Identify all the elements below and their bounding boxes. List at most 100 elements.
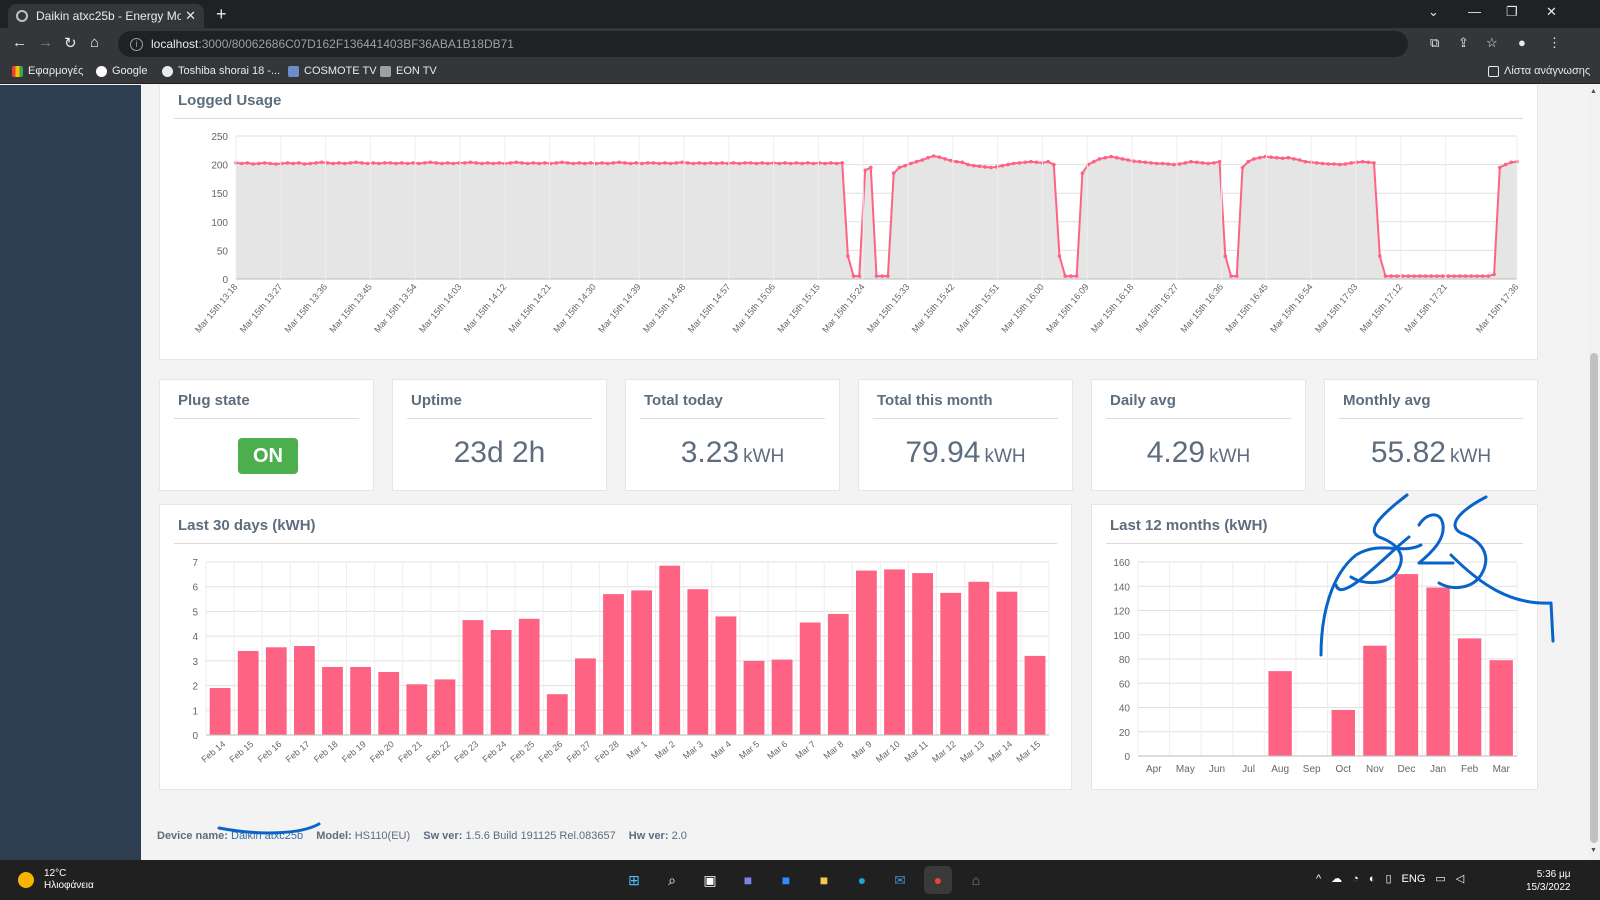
forward-icon[interactable]: →	[38, 34, 53, 51]
data-point	[628, 161, 633, 166]
x-tick-label: Mar 13	[958, 739, 986, 765]
total-today-value: 3.23 kWH	[626, 436, 839, 470]
x-tick-label: Feb 14	[199, 739, 227, 765]
scroll-down-icon[interactable]: ▼	[1590, 847, 1597, 854]
data-point	[754, 161, 759, 166]
share-icon[interactable]: ⇪	[1458, 35, 1469, 50]
bar	[799, 622, 821, 735]
reload-icon[interactable]: ↻	[64, 35, 77, 52]
translate-icon[interactable]: ⧉	[1430, 35, 1440, 50]
data-point	[1366, 160, 1371, 165]
data-point	[926, 155, 930, 160]
tab-search-icon[interactable]: ⌄	[1428, 4, 1439, 19]
scroll-up-icon[interactable]: ▲	[1590, 88, 1597, 95]
home-icon[interactable]: ⌂	[90, 34, 100, 51]
device-name: Daikin atxc25b	[231, 830, 304, 842]
site-info-icon[interactable]: i	[130, 37, 143, 51]
wifi-icon[interactable]: ◔	[1352, 872, 1359, 885]
bookmark-apps[interactable]: Εφαρμογές	[12, 65, 83, 77]
onedrive-icon[interactable]: ☁	[1331, 873, 1343, 885]
x-tick-label: Mar 12	[930, 739, 958, 765]
reading-list[interactable]: Λίστα ανάγνωσης	[1488, 65, 1590, 77]
star-icon[interactable]: ☆	[1486, 35, 1498, 50]
zoom-icon[interactable]: ■	[781, 872, 791, 888]
data-point	[583, 161, 587, 166]
data-point	[668, 161, 673, 166]
data-point	[1097, 157, 1102, 161]
x-tick-label: Feb 28	[593, 739, 621, 765]
profile-icon[interactable]: ●	[1518, 35, 1526, 50]
data-point	[800, 161, 804, 166]
daily-avg-value: 4.29 kWH	[1092, 436, 1305, 470]
data-point	[1275, 155, 1279, 160]
new-tab-button[interactable]: +	[216, 4, 227, 24]
mail-icon[interactable]: ✉	[894, 871, 906, 888]
app-icon[interactable]: ⌂	[971, 872, 981, 888]
data-point	[1480, 274, 1485, 278]
minimize-icon[interactable]: —	[1468, 4, 1481, 19]
model-label: Model:	[316, 830, 352, 842]
data-point	[1103, 155, 1108, 160]
bookmark-cosmote[interactable]: COSMOTE TV	[288, 65, 377, 77]
x-tick-label: Feb 27	[565, 739, 593, 765]
close-tab-icon[interactable]: ✕	[185, 8, 196, 23]
x-tick-label: Feb 19	[340, 739, 368, 765]
chrome-icon[interactable]: ●	[924, 866, 952, 894]
battery-icon[interactable]: ▯	[1385, 873, 1392, 885]
x-tick-label: Mar 15th 16:45	[1223, 282, 1270, 335]
cosmote-icon	[288, 65, 299, 77]
plug-state-badge[interactable]: ON	[238, 438, 298, 474]
file-explorer-icon[interactable]: ■	[819, 872, 829, 888]
data-point	[320, 160, 324, 165]
data-point	[943, 157, 947, 161]
chevron-up-icon[interactable]: ^	[1316, 872, 1322, 885]
data-point	[1349, 161, 1353, 165]
address-bar[interactable]: i localhost:3000/80062686C07D162F1364414…	[118, 31, 1408, 57]
start-icon[interactable]: ⊞	[628, 871, 640, 888]
data-point	[1132, 159, 1136, 163]
bar	[1426, 587, 1450, 756]
data-point	[1400, 274, 1405, 278]
language-indicator[interactable]: ENG	[1401, 872, 1426, 885]
data-point	[382, 161, 387, 165]
chat-icon[interactable]: ■	[743, 872, 753, 888]
x-tick-label: Mar 15th 14:48	[641, 282, 688, 335]
tab-title: Daikin atxc25b - Energy Monitor	[36, 9, 182, 23]
close-window-icon[interactable]: ✕	[1546, 4, 1557, 19]
data-point	[1257, 155, 1262, 160]
restore-icon[interactable]: ❐	[1506, 4, 1518, 19]
data-point	[1114, 155, 1119, 160]
last30-card: Last 30 days (kWH) 0 1 2 3 4 5 6 7 Feb 14 Feb 15 F…	[159, 504, 1072, 790]
edge-icon[interactable]: ●	[857, 872, 867, 888]
speaker-icon[interactable]: ◁	[1455, 873, 1465, 885]
data-point	[1378, 254, 1382, 258]
scrollbar[interactable]: ▲ ▼	[1588, 85, 1600, 860]
daily-avg-title: Daily avg	[1110, 392, 1176, 409]
back-icon[interactable]: ←	[12, 34, 27, 51]
data-point	[1069, 274, 1073, 278]
menu-icon[interactable]: ⋮	[1548, 35, 1561, 50]
bookmark-eon[interactable]: EON TV	[380, 65, 437, 77]
task-view-icon[interactable]: ▣	[703, 871, 717, 888]
weather-widget[interactable]: 12°C Ηλιοφάνεια	[18, 868, 94, 892]
browser-tab[interactable]: Daikin atxc25b - Energy Monitor ✕	[8, 4, 204, 28]
data-point	[491, 161, 496, 166]
last12-chart: 0 20 40 60 80 100 120 140 160 Apr May Jun Jul Aug Sep O…	[1113, 558, 1518, 775]
scrollbar-thumb[interactable]	[1590, 353, 1598, 843]
dashboard: Logged Usage 0 50 100 150 200 250 Mar 15th 13:…	[141, 85, 1588, 860]
bookmarks-bar: Εφαρμογές Google Toshiba shorai 18 -... …	[0, 60, 1600, 84]
bar	[715, 616, 737, 735]
unit-label: kWH	[1449, 446, 1492, 467]
x-tick-label: Feb 25	[509, 739, 537, 765]
clock[interactable]: 5:36 μμ 15/3/2022	[1526, 868, 1571, 894]
bookmark-google[interactable]: Google	[96, 65, 147, 77]
bar	[1024, 655, 1046, 735]
bookmark-toshiba[interactable]: Toshiba shorai 18 -...	[162, 65, 280, 77]
network-icon[interactable]: ▭	[1435, 873, 1446, 885]
data-point	[297, 161, 301, 165]
x-tick-label: Jun	[1209, 764, 1225, 775]
x-tick-label: Mar 1	[625, 739, 649, 761]
search-icon[interactable]: ⌕	[668, 871, 676, 888]
volume-icon[interactable]: ◐	[1368, 872, 1376, 885]
y-tick-label: 60	[1119, 679, 1131, 690]
